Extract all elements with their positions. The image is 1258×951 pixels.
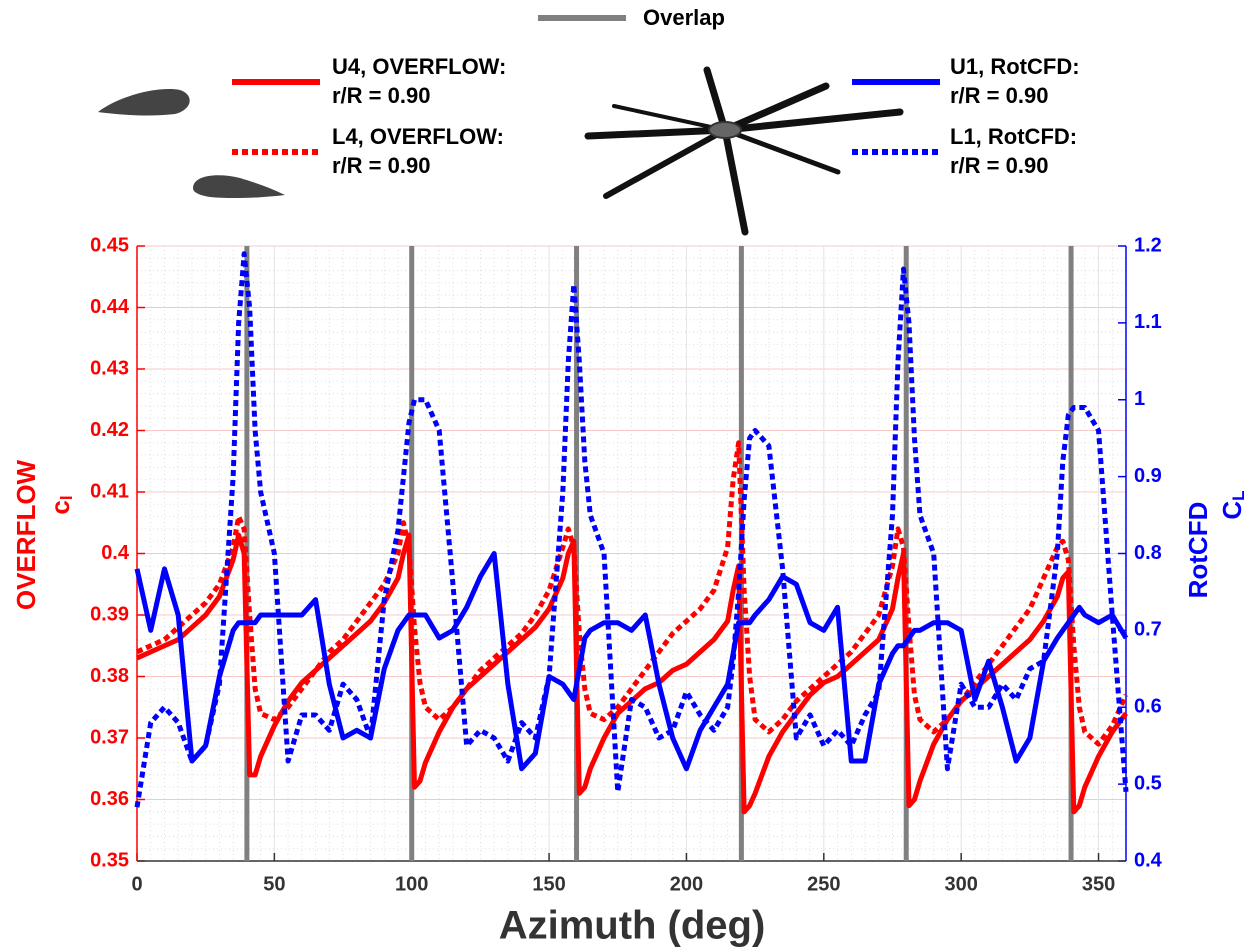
y2-tick-label: 1.1	[1134, 311, 1162, 333]
y2-tick-label: 0.6	[1134, 696, 1162, 718]
x-tick-label: 150	[532, 873, 565, 895]
plot-area: 0.350.360.370.380.390.40.410.420.430.440…	[90, 234, 1163, 895]
legend-label-line: U4, OVERFLOW:	[332, 54, 513, 79]
y-tick-label: 0.41	[90, 480, 129, 502]
y2-tick-label: 1.2	[1134, 234, 1162, 256]
y-axis-label: OVERFLOW	[11, 459, 41, 610]
legend-label: Overlap	[643, 5, 725, 30]
y2-tick-label: 0.8	[1134, 542, 1162, 564]
y2-tick-label: 0.5	[1134, 772, 1162, 794]
y2-axis-symbol-sub: L	[1229, 490, 1248, 500]
y2-tick-label: 0.4	[1134, 849, 1163, 871]
y-tick-label: 0.37	[90, 726, 129, 748]
legend-label-line: r/R = 0.90	[332, 153, 430, 178]
legend-label: L4, OVERFLOW: r/R = 0.90	[332, 124, 510, 178]
x-tick-label: 0	[131, 873, 142, 895]
y2-axis-label: RotCFD	[1183, 502, 1213, 599]
y-tick-label: 0.4	[101, 542, 130, 564]
legend-label-line: r/R = 0.90	[332, 83, 430, 108]
x-tick-label: 50	[263, 873, 285, 895]
legend-label-line: r/R = 0.90	[950, 153, 1048, 178]
x-axis-label: Azimuth (deg)	[499, 904, 766, 948]
y2-tick-label: 0.9	[1134, 465, 1162, 487]
y-tick-label: 0.42	[90, 419, 129, 441]
y2-tick-label: 1	[1134, 388, 1145, 410]
y-tick-label: 0.38	[90, 665, 129, 687]
y-tick-label: 0.35	[90, 849, 129, 871]
airfoil-icons	[98, 89, 285, 199]
series-line	[134, 551, 1129, 772]
legend-label: U1, RotCFD: r/R = 0.90	[950, 54, 1086, 108]
series-line	[134, 251, 1129, 808]
x-tick-label: 250	[807, 873, 840, 895]
series-line	[135, 440, 1129, 747]
x-tick-label: 350	[1082, 873, 1115, 895]
y2-axis-symbol: CL	[1217, 490, 1249, 519]
y-axis-symbol: cl	[45, 495, 77, 514]
y-tick-label: 0.45	[90, 234, 129, 256]
legend-label: U4, OVERFLOW: r/R = 0.90	[332, 54, 513, 108]
x-tick-label: 100	[395, 873, 428, 895]
legend-label-line: U1, RotCFD:	[950, 54, 1086, 79]
x-tick-label: 300	[944, 873, 977, 895]
y2-tick-label: 0.7	[1134, 619, 1162, 641]
legend-label-line: L1, RotCFD:	[950, 124, 1083, 149]
y-axis-symbol-main: c	[45, 500, 75, 514]
y-tick-label: 0.43	[90, 357, 129, 379]
y-tick-label: 0.36	[90, 788, 129, 810]
y-axis-symbol-sub: l	[57, 495, 76, 500]
x-tick-label: 200	[670, 873, 703, 895]
legend-label: L1, RotCFD: r/R = 0.90	[950, 124, 1083, 178]
y-tick-label: 0.39	[90, 603, 129, 625]
legend-label-line: r/R = 0.90	[950, 83, 1048, 108]
y2-axis-symbol-main: C	[1217, 501, 1247, 520]
y-tick-label: 0.44	[90, 296, 130, 318]
legend-label-line: L4, OVERFLOW:	[332, 124, 510, 149]
rotor-icon	[584, 66, 904, 236]
